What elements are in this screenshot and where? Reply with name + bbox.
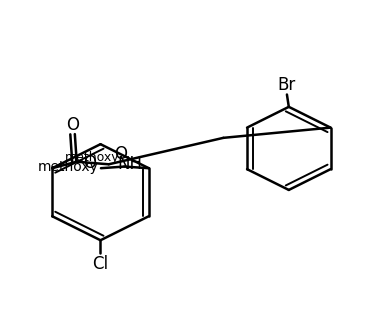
Text: O: O bbox=[67, 116, 79, 134]
Text: methoxy: methoxy bbox=[65, 151, 120, 164]
Text: NH: NH bbox=[117, 155, 142, 173]
Text: O: O bbox=[84, 154, 96, 172]
Text: Cl: Cl bbox=[93, 255, 108, 273]
Text: methoxy: methoxy bbox=[38, 159, 99, 173]
Text: O: O bbox=[114, 145, 127, 163]
Text: Br: Br bbox=[278, 76, 296, 95]
